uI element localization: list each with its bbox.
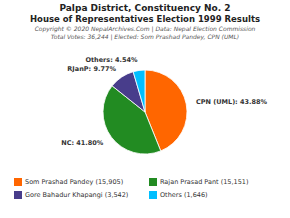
data-label: NC: 41.80%: [61, 139, 104, 147]
legend-entry: Som Prashad Pandey (15,905): [25, 178, 123, 186]
title: Palpa District, Constituency No. 2: [59, 3, 230, 13]
subtitle: House of Representatives Election 1999 R…: [30, 14, 260, 24]
data-label: Others: 4.54%: [85, 56, 138, 64]
data-label: RJanP: 9.77%: [67, 65, 116, 73]
legend-entry: Rajan Prasad Pant (15,151): [160, 178, 249, 186]
legend-swatch: [14, 178, 22, 186]
legend-entry: Others (1,646): [160, 191, 208, 199]
legend-swatch: [149, 178, 157, 186]
annotation: Copyright © 2020 NepalArchives.Com | Dat…: [35, 25, 256, 33]
data-labels: CPN (UML): 43.88% NC: 41.80% RJanP: 9.77%O…: [61, 56, 267, 147]
legend: Som Prashad Pandey (15,905) Rajan Prasad …: [14, 178, 249, 199]
annotation: Total Votes: 36,244 | Elected: Som Prash…: [51, 33, 239, 41]
pie: [103, 70, 187, 154]
data-label: CPN (UML): 43.88%: [196, 98, 267, 106]
slice: [133, 70, 145, 112]
chart: Palpa District, Constituency No. 2House …: [0, 0, 290, 218]
legend-swatch: [14, 191, 22, 199]
legend-swatch: [149, 191, 157, 199]
legend-entry: Gore Bahadur Khapangi (3,542): [25, 191, 128, 199]
